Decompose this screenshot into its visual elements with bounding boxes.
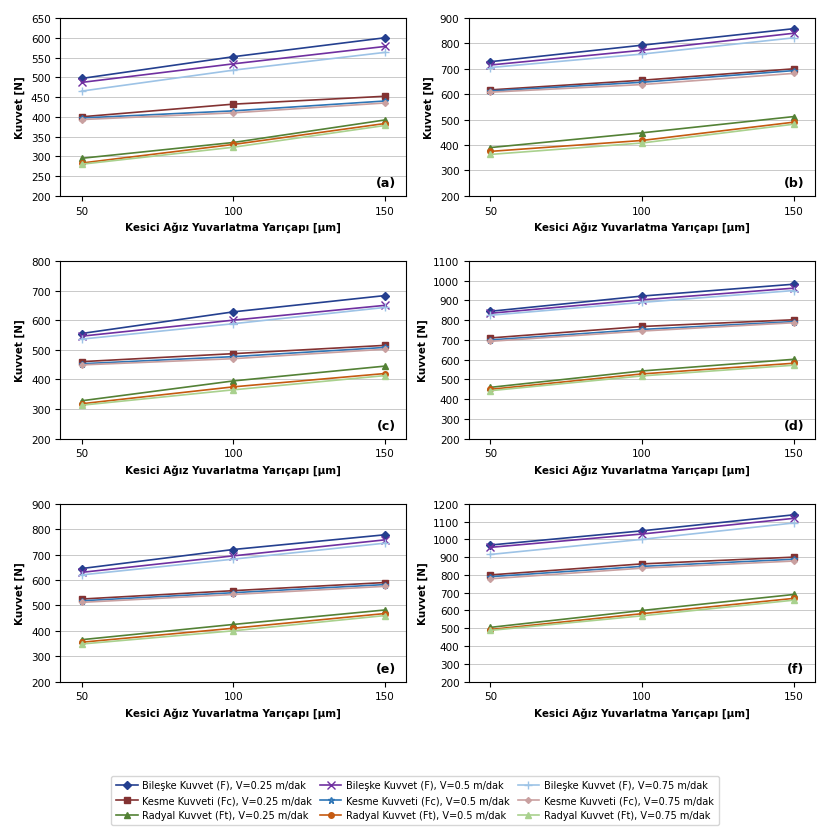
- X-axis label: Kesici Ağız Yuvarlatma Yarıçapı [μm]: Kesici Ağız Yuvarlatma Yarıçapı [μm]: [535, 707, 750, 718]
- Text: (d): (d): [784, 419, 804, 432]
- Text: (f): (f): [788, 662, 804, 675]
- Y-axis label: Kuvvet [N]: Kuvvet [N]: [424, 76, 434, 139]
- Y-axis label: Kuvvet [N]: Kuvvet [N]: [417, 561, 427, 624]
- Y-axis label: Kuvvet [N]: Kuvvet [N]: [15, 561, 26, 624]
- Text: (b): (b): [784, 176, 804, 190]
- X-axis label: Kesici Ağız Yuvarlatma Yarıçapı [μm]: Kesici Ağız Yuvarlatma Yarıçapı [μm]: [535, 222, 750, 233]
- X-axis label: Kesici Ağız Yuvarlatma Yarıçapı [μm]: Kesici Ağız Yuvarlatma Yarıçapı [μm]: [125, 707, 341, 718]
- Legend: Bileşke Kuvvet (F), V=0.25 m/dak, Kesme Kuvveti (Fc), V=0.25 m/dak, Radyal Kuvve: Bileşke Kuvvet (F), V=0.25 m/dak, Kesme …: [111, 776, 719, 825]
- X-axis label: Kesici Ağız Yuvarlatma Yarıçapı [μm]: Kesici Ağız Yuvarlatma Yarıçapı [μm]: [125, 222, 341, 233]
- X-axis label: Kesici Ağız Yuvarlatma Yarıçapı [μm]: Kesici Ağız Yuvarlatma Yarıçapı [μm]: [125, 465, 341, 475]
- Text: (a): (a): [375, 176, 396, 190]
- Text: (c): (c): [377, 419, 396, 432]
- Y-axis label: Kuvvet [N]: Kuvvet [N]: [15, 76, 25, 139]
- Y-axis label: Kuvvet [N]: Kuvvet [N]: [417, 319, 427, 382]
- X-axis label: Kesici Ağız Yuvarlatma Yarıçapı [μm]: Kesici Ağız Yuvarlatma Yarıçapı [μm]: [535, 465, 750, 475]
- Y-axis label: Kuvvet [N]: Kuvvet [N]: [15, 319, 26, 382]
- Text: (e): (e): [375, 662, 396, 675]
